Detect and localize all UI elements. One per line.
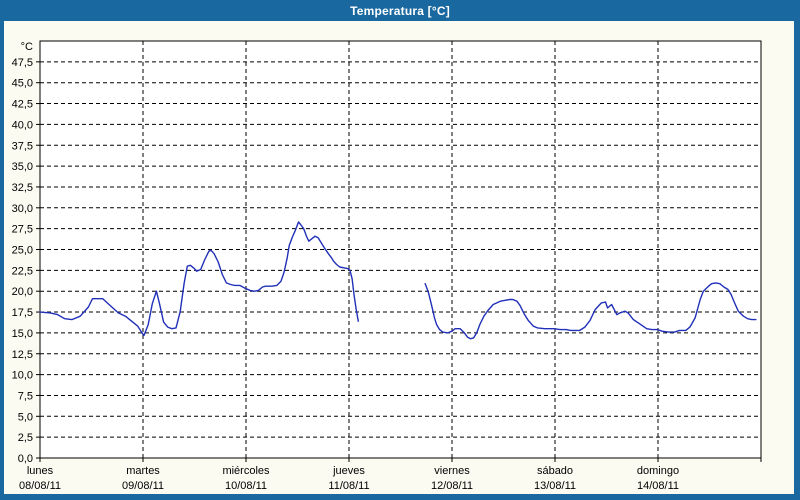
x-date-label: 09/08/11: [122, 480, 164, 492]
chart-frame: [39, 40, 762, 459]
y-tick-label: 10,0: [12, 370, 33, 382]
x-day-label: sábado: [537, 465, 573, 477]
y-tick-label: 5,0: [18, 411, 33, 423]
y-tick-label: 30,0: [12, 203, 33, 215]
y-tick-label: 12,5: [12, 349, 33, 361]
y-tick-label: 37,5: [12, 140, 33, 152]
y-tick-label: 35,0: [12, 161, 33, 173]
x-date-label: 08/08/11: [19, 480, 61, 492]
temperature-line: [39, 221, 359, 337]
x-day-label: domingo: [637, 465, 679, 477]
y-tick-label: 25,0: [12, 245, 33, 257]
y-tick-label: 47,5: [12, 57, 33, 69]
x-day-label: jueves: [332, 465, 365, 477]
y-tick-label: 22,5: [12, 265, 33, 277]
y-tick-label: 15,0: [12, 328, 33, 340]
x-date-label: 14/08/11: [637, 480, 679, 492]
x-day-label: lunes: [27, 465, 54, 477]
x-day-label: martes: [126, 465, 160, 477]
y-tick-label: 7,5: [18, 390, 33, 402]
x-date-label: 11/08/11: [328, 480, 369, 492]
y-tick-label: 42,5: [12, 99, 33, 111]
x-date-label: 13/08/11: [534, 480, 576, 492]
x-day-label: viernes: [434, 465, 470, 477]
x-date-label: 12/08/11: [431, 480, 473, 492]
x-day-label: miércoles: [222, 465, 270, 477]
y-tick-label: 20,0: [12, 286, 33, 298]
y-tick-label: 32,5: [12, 182, 33, 194]
window-title-bar: Temperatura [°C]: [0, 0, 800, 21]
window-title: Temperatura [°C]: [350, 3, 450, 18]
x-date-label: 10/08/11: [225, 480, 267, 492]
y-tick-label: 45,0: [12, 78, 33, 90]
y-tick-label: 2,5: [18, 432, 33, 444]
y-tick-label: 0,0: [18, 453, 33, 465]
y-tick-label: 17,5: [12, 307, 33, 319]
y-tick-label: 27,5: [12, 224, 33, 236]
y-axis-unit-label: °C: [21, 41, 33, 53]
y-tick-label: 40,0: [12, 119, 33, 131]
temperature-line: [424, 282, 757, 340]
